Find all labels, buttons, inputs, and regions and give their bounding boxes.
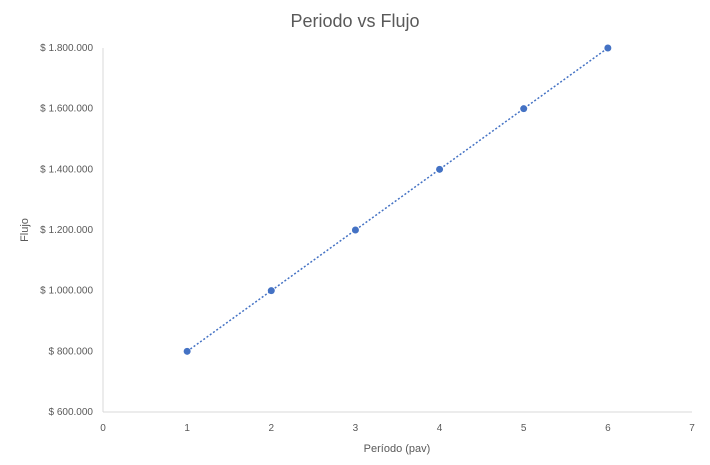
y-tick-label: $ 1.800.000 [40, 43, 93, 54]
x-tick-label: 2 [269, 423, 275, 434]
axes [102, 48, 692, 413]
x-tick-label: 0 [100, 423, 106, 434]
x-tick-label: 7 [689, 423, 695, 434]
x-tick-label: 5 [521, 423, 527, 434]
y-tick-labels: $ 600.000 $ 800.000 $ 1.000.000 $ 1.200.000… [40, 43, 93, 418]
y-axis-title: Flujo [19, 218, 31, 242]
x-tick-label: 4 [437, 423, 443, 434]
y-tick-label: $ 800.000 [49, 346, 94, 357]
x-axis-title: Período (pav) [364, 443, 431, 455]
x-tick-label: 3 [353, 423, 359, 434]
data-point [183, 347, 191, 355]
data-point [604, 44, 612, 52]
trendline [186, 47, 609, 352]
y-tick-label: $ 1.600.000 [40, 104, 93, 115]
chart-title: Periodo vs Flujo [290, 11, 419, 31]
data-point [267, 287, 275, 295]
data-points [183, 44, 612, 355]
data-point [436, 165, 444, 173]
y-tick-label: $ 600.000 [49, 407, 94, 418]
y-tick-label: $ 1.000.000 [40, 286, 93, 297]
data-point [520, 105, 528, 113]
x-tick-label: 1 [184, 423, 190, 434]
y-tick-label: $ 1.400.000 [40, 164, 93, 175]
data-point [351, 226, 359, 234]
x-tick-labels: 0 1 2 3 4 5 6 7 [100, 423, 695, 434]
y-tick-label: $ 1.200.000 [40, 225, 93, 236]
x-tick-label: 6 [605, 423, 611, 434]
